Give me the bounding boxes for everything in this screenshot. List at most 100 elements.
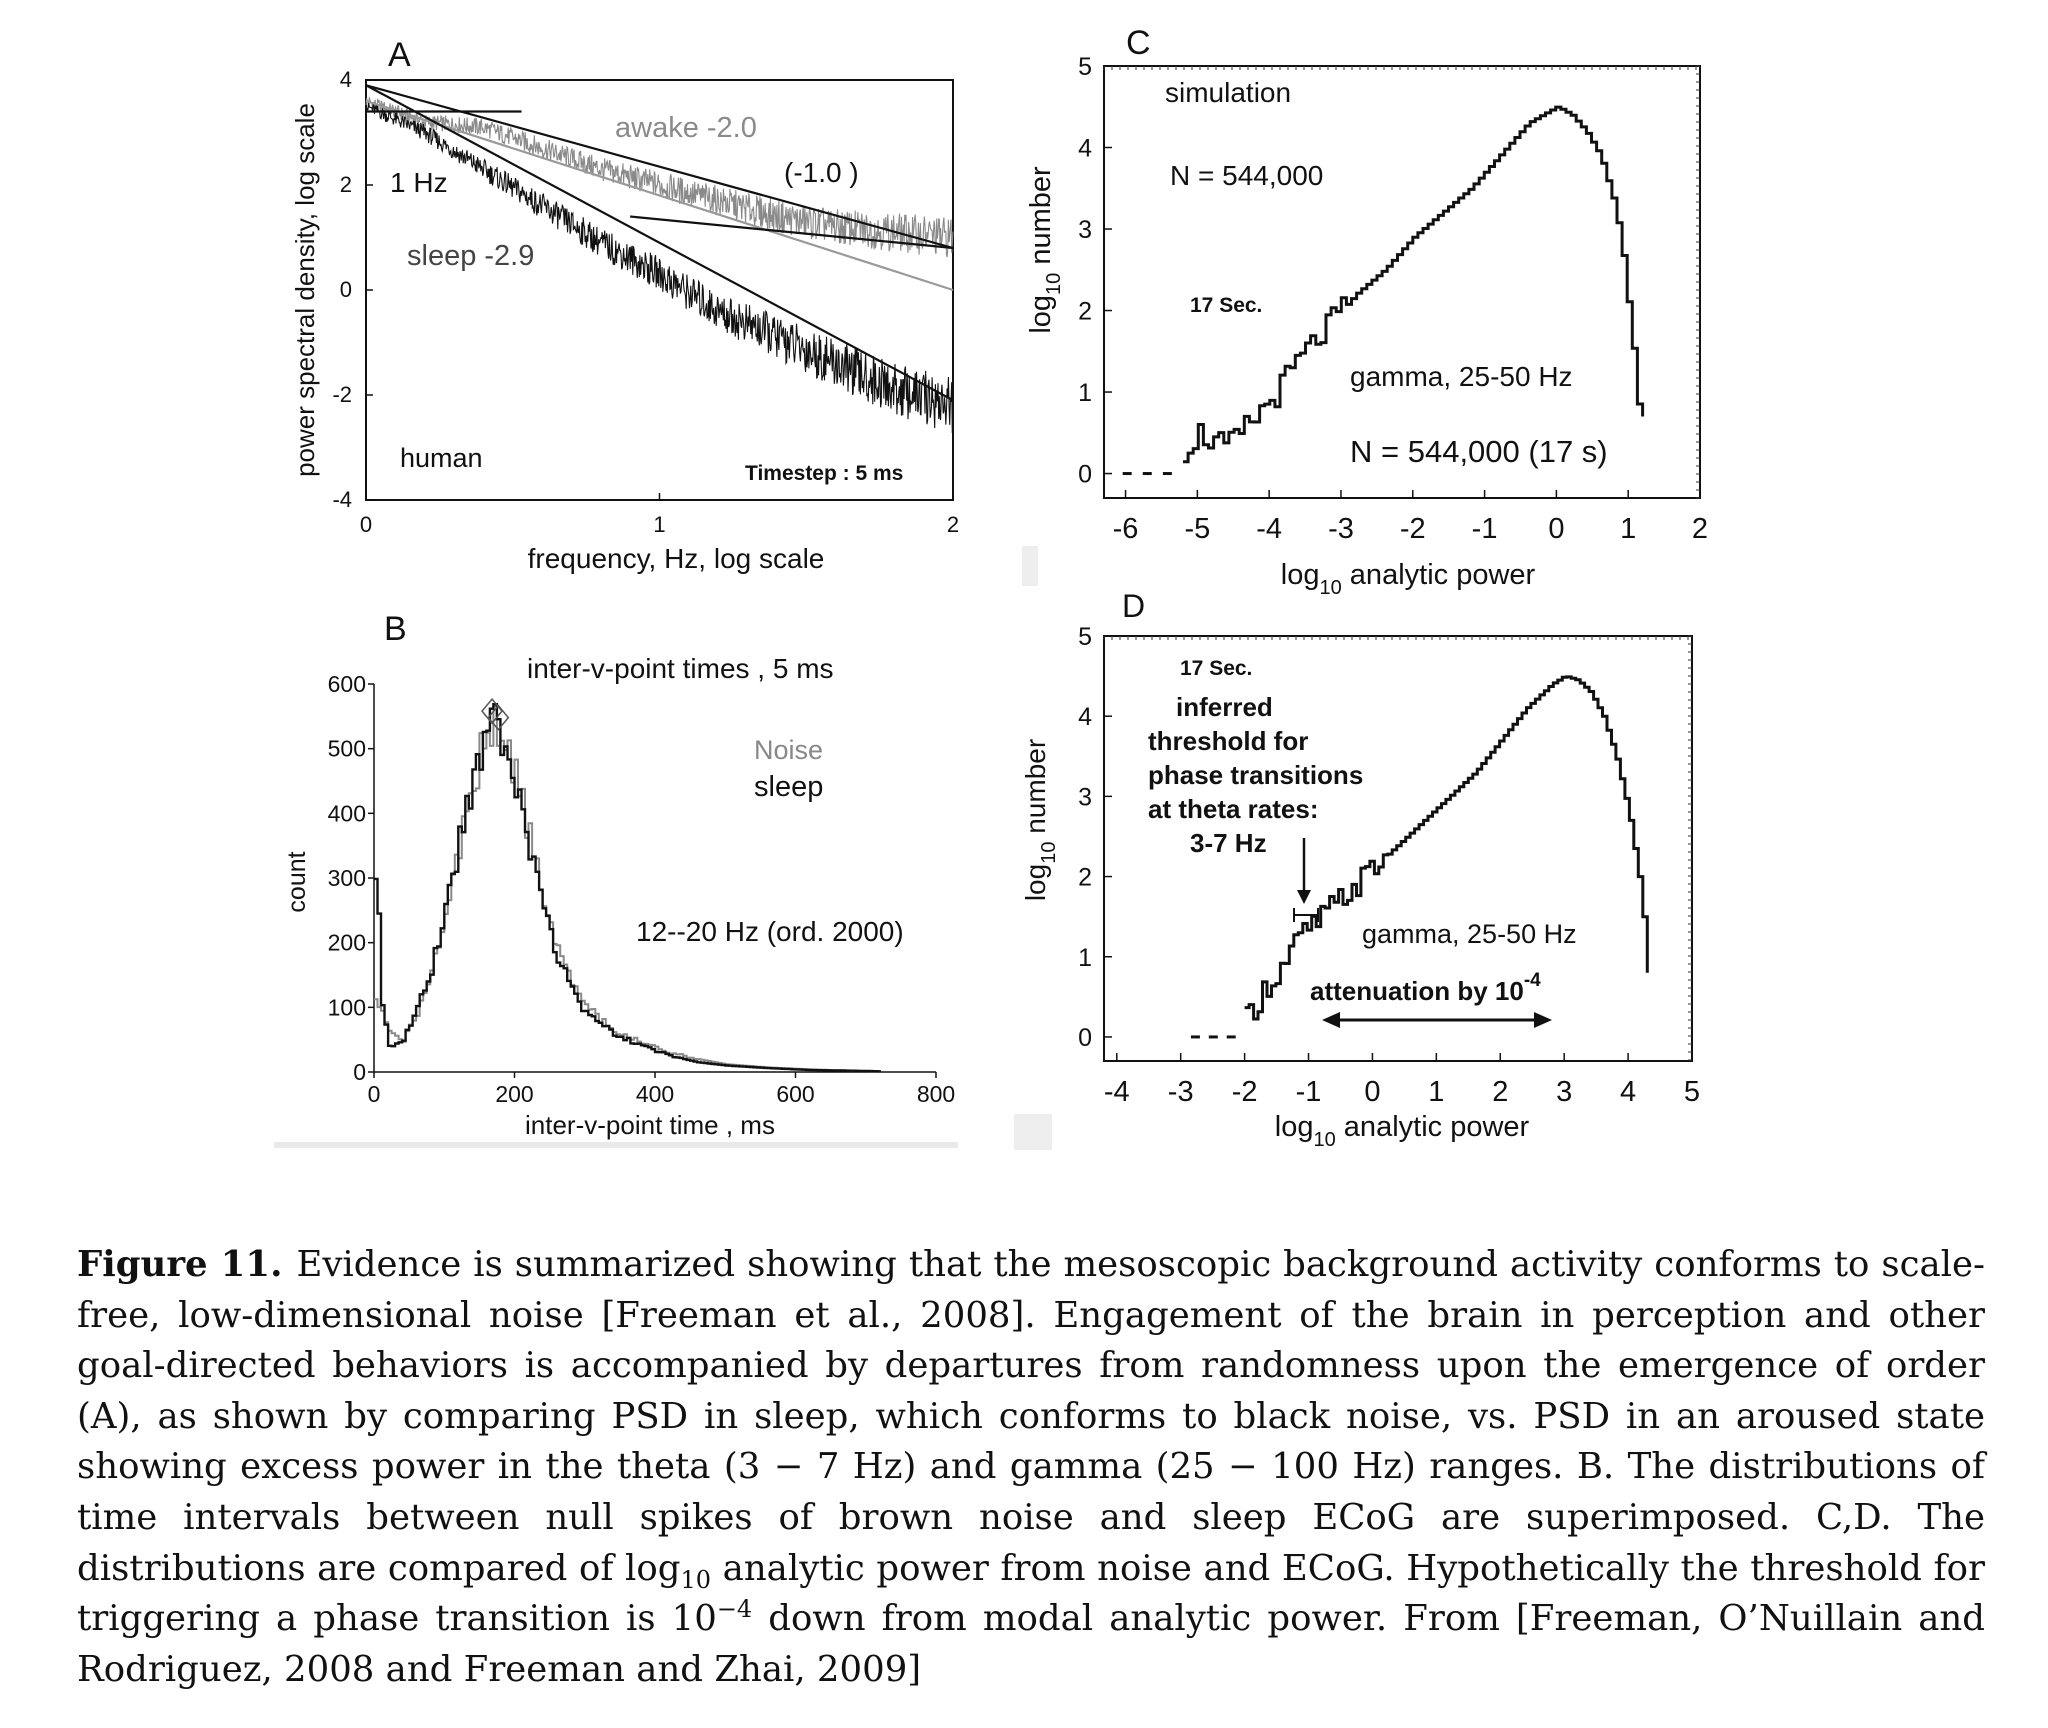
panel-d-xtick-label: 3 bbox=[1556, 1076, 1572, 1108]
panel-c: C log10 number log10 analytic power 5 4 3 2… bbox=[1025, 24, 1708, 599]
panel-b-xtick-label: 200 bbox=[495, 1081, 533, 1107]
panel-b-noise-legend: Noise bbox=[754, 735, 823, 765]
panel-c-ytick-label: 3 bbox=[1078, 216, 1092, 244]
panel-d-17sec-label: 17 Sec. bbox=[1180, 657, 1252, 680]
panel-a-1hz-label: 1 Hz bbox=[390, 167, 448, 198]
panel-b-ytick-label: 0 bbox=[353, 1059, 366, 1085]
panel-a-series-awake bbox=[365, 96, 954, 258]
panel-a-fit-line bbox=[365, 84, 954, 250]
panel-d-ytick-label: 2 bbox=[1078, 864, 1092, 892]
panel-a-fit-line bbox=[630, 215, 954, 250]
panel-d-threshold-note: inferred threshold for phase transitions at… bbox=[1148, 692, 1363, 858]
panel-a-ylabel: power spectral density, log scale bbox=[290, 103, 320, 477]
panel-c-ytick-label: 0 bbox=[1078, 461, 1092, 489]
panel-c-xtick-label: 0 bbox=[1548, 513, 1564, 545]
panel-c-xtick-label: -6 bbox=[1113, 513, 1139, 545]
panel-d-threshold-line: phase transitions bbox=[1148, 760, 1363, 790]
panel-b-mode-marker bbox=[487, 704, 510, 731]
panel-c-ytick-label: 1 bbox=[1078, 379, 1092, 407]
panel-a-ytick-label: 2 bbox=[340, 172, 352, 197]
panel-d-threshold-line: 3-7 Hz bbox=[1190, 828, 1267, 858]
panel-c-xlabel: log10 analytic power bbox=[1281, 559, 1536, 599]
panel-c-n-label: N = 544,000 bbox=[1170, 160, 1323, 191]
panel-a-ytick-label: -4 bbox=[332, 487, 352, 512]
panel-c-xtick-label: -5 bbox=[1184, 513, 1210, 545]
panel-a-curves bbox=[365, 84, 954, 434]
panel-b-xtick-label: 800 bbox=[917, 1081, 955, 1107]
panel-b-xlabel: inter-v-point time , ms bbox=[525, 1110, 775, 1140]
caption-sub-10: 10 bbox=[680, 1565, 712, 1594]
panel-c-ytick-label: 5 bbox=[1078, 53, 1092, 81]
panel-a-xtick-label: 0 bbox=[360, 512, 372, 537]
panel-d: D log10 number log10 analytic power 5 4 3 2… bbox=[1020, 588, 1700, 1151]
panel-c-n2-label: N = 544,000 (17 s) bbox=[1350, 434, 1608, 469]
panel-b-letter: B bbox=[384, 610, 407, 648]
panel-a: A power spectral density, log scale freq… bbox=[290, 36, 959, 574]
panel-b-xtick-label: 600 bbox=[776, 1081, 814, 1107]
panel-b-xtick-label: 0 bbox=[368, 1081, 381, 1107]
panel-d-threshold-line: at theta rates: bbox=[1148, 794, 1319, 824]
panel-a-ytick-label: 4 bbox=[340, 67, 352, 92]
panel-d-threshold-line: threshold for bbox=[1148, 726, 1308, 756]
figure-caption: Figure 11. Evidence is summarized showing… bbox=[77, 1240, 1985, 1695]
figure-label: Figure 11. bbox=[77, 1244, 283, 1285]
panel-a-awake-label: awake -2.0 bbox=[615, 112, 757, 144]
panel-d-xtick-label: 5 bbox=[1684, 1076, 1700, 1108]
caption-sup-neg4: −4 bbox=[716, 1595, 753, 1624]
panel-d-xtick-label: -3 bbox=[1168, 1076, 1194, 1108]
panel-d-frame bbox=[1103, 635, 1693, 1062]
panel-b-ytick-label: 300 bbox=[328, 865, 366, 891]
panel-d-xtick-label: -1 bbox=[1296, 1076, 1322, 1108]
panel-a-xlabel: frequency, Hz, log scale bbox=[528, 543, 825, 574]
panel-b-curves bbox=[374, 697, 881, 1073]
panel-d-xlabel: log10 analytic power bbox=[1275, 1111, 1530, 1151]
panel-a-ticks: 4 2 0 -2 -4 0 1 2 bbox=[332, 67, 959, 537]
panel-c-ytick-label: 4 bbox=[1078, 135, 1092, 163]
panel-d-series bbox=[1244, 675, 1649, 1021]
figure-11: A power spectral density, log scale freq… bbox=[274, 24, 1708, 1151]
panel-c-xtick-label: 2 bbox=[1692, 513, 1708, 545]
panel-d-xtick-label: 4 bbox=[1620, 1076, 1636, 1108]
panel-d-xtick-label: 2 bbox=[1492, 1076, 1508, 1108]
panel-d-gamma-label: gamma, 25-50 Hz bbox=[1362, 919, 1577, 949]
panel-a-fit-line bbox=[365, 99, 954, 292]
panel-c-ticks: 5 4 3 2 1 0 -6 -5 -4 -3 -2 -1 0 1 2 bbox=[1078, 53, 1708, 545]
panel-c-xtick-label: 1 bbox=[1620, 513, 1636, 545]
panel-b-series-sleep bbox=[374, 703, 881, 1073]
panel-a-human-label: human bbox=[400, 443, 483, 473]
panel-d-ytick-label: 3 bbox=[1078, 783, 1092, 811]
panel-b: B inter-v-point times , 5 ms count inter… bbox=[274, 610, 958, 1148]
panel-c-xtick-label: -4 bbox=[1256, 513, 1282, 545]
panel-b-sleep-legend: sleep bbox=[754, 771, 823, 803]
caption-text-2: analytic power from noise and ECoG. Hypo… bbox=[77, 1547, 1985, 1640]
panel-c-xtick-label: -3 bbox=[1328, 513, 1354, 545]
panel-b-ylabel: count bbox=[283, 851, 311, 912]
panel-a-sleep-label: sleep -2.9 bbox=[407, 240, 534, 272]
panel-d-xtick-label: 1 bbox=[1428, 1076, 1444, 1108]
panel-a-letter: A bbox=[388, 36, 411, 74]
panel-c-series bbox=[1183, 105, 1645, 464]
panel-c-sim-label: simulation bbox=[1165, 77, 1291, 108]
panel-c-ytick-label: 2 bbox=[1078, 298, 1092, 326]
panel-c-letter: C bbox=[1126, 24, 1151, 62]
panel-c-17sec-label: 17 Sec. bbox=[1190, 294, 1262, 317]
panel-b-ytick-label: 500 bbox=[328, 736, 366, 762]
panel-a-gamma-slope-label: (-1.0 ) bbox=[784, 157, 859, 188]
panel-d-xtick-label: -4 bbox=[1104, 1076, 1130, 1108]
panel-d-xtick-label: 0 bbox=[1364, 1076, 1380, 1108]
panel-d-ylabel: log10 number bbox=[1020, 739, 1060, 901]
panel-d-letter: D bbox=[1122, 588, 1145, 624]
panel-c-xtick-label: -1 bbox=[1472, 513, 1498, 545]
scan-artifact bbox=[1022, 546, 1038, 586]
panel-b-ytick-label: 200 bbox=[328, 930, 366, 956]
panel-d-atten-arrowhead-right bbox=[1534, 1012, 1552, 1028]
panel-d-atten-arrowhead-left bbox=[1322, 1012, 1340, 1028]
panel-a-ytick-label: -2 bbox=[332, 382, 352, 407]
panel-a-fit-line bbox=[365, 84, 954, 402]
panel-d-curves bbox=[1190, 675, 1649, 1039]
panel-a-xtick-label: 1 bbox=[653, 512, 665, 537]
panel-b-title: inter-v-point times , 5 ms bbox=[527, 653, 834, 684]
panel-b-xtick-label: 400 bbox=[636, 1081, 674, 1107]
panel-d-ytick-label: 1 bbox=[1078, 944, 1092, 972]
panel-d-ytick-label: 5 bbox=[1078, 623, 1092, 651]
